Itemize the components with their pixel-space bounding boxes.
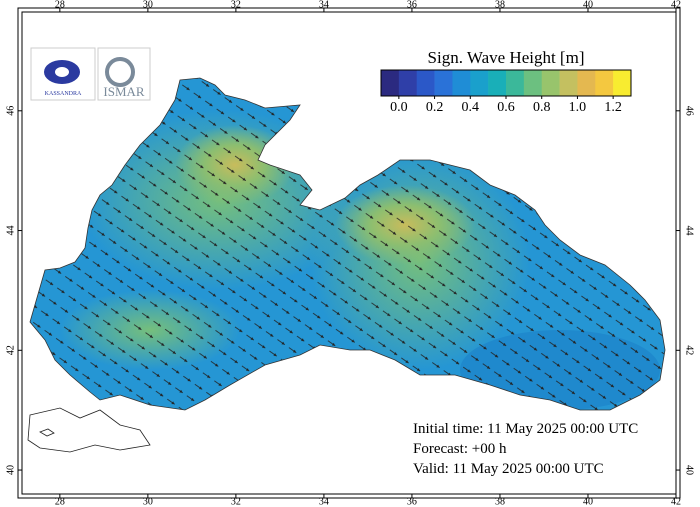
x-tick-label: 30 [143, 0, 153, 10]
frame-border [21, 11, 677, 495]
land-outline [27, 407, 151, 453]
y-tick-label: 46 [5, 106, 16, 116]
colorbar-swatch [434, 70, 453, 96]
x-tick-label: 40 [583, 496, 593, 507]
colorbar-swatch [506, 70, 525, 96]
colorbar-label: 0.8 [533, 100, 551, 115]
info-line: Forecast: +00 h [413, 441, 507, 457]
colorbar: 0.0 0.2 0.4 0.6 0.8 1.0 1.2 [380, 69, 632, 115]
colorbar-swatch [595, 70, 614, 96]
colorbar-label: 1.0 [569, 100, 587, 115]
y-tick-label: 40 [5, 465, 16, 475]
x-tick-label: 36 [407, 496, 417, 507]
colorbar-swatch [577, 70, 596, 96]
x-tick-label: 28 [55, 496, 65, 507]
frame: 28 28 30 30 32 32 34 34 36 36 38 38 40 40 42 42 40 40 42 42… [5, 0, 694, 507]
colorbar-swatch [381, 70, 400, 96]
x-tick-label: 40 [583, 0, 593, 10]
logos: KASSANDRA ISMAR [30, 47, 151, 101]
y-tick-label: 46 [684, 106, 695, 116]
colorbar-label: 0.6 [497, 100, 515, 115]
x-tick-label: 32 [231, 496, 241, 507]
colorbar-swatch [559, 70, 578, 96]
y-tick-label: 44 [5, 226, 16, 236]
colorbar-title: Sign. Wave Height [m] [428, 48, 585, 67]
colorbar-label: 0.4 [462, 100, 480, 115]
info: Initial time: 11 May 2025 00:00 UTC Fore… [413, 421, 638, 477]
colorbar-swatch [416, 70, 435, 96]
x-tick-label: 38 [495, 0, 505, 10]
info-line: Initial time: 11 May 2025 00:00 UTC [413, 421, 638, 437]
logo-icon [55, 67, 69, 77]
x-tick-label: 38 [495, 496, 505, 507]
x-tick-label: 32 [231, 0, 241, 10]
colorbar-label: 0.2 [426, 100, 444, 115]
y-tick-label: 42 [5, 345, 16, 355]
x-tick-label: 42 [671, 496, 681, 507]
colorbar-label: 0.0 [390, 100, 408, 115]
colorbar-swatch [452, 70, 471, 96]
y-tick-label: 42 [684, 345, 695, 355]
colorbar-swatch [488, 70, 507, 96]
x-tick-label: 34 [319, 0, 329, 10]
x-tick-label: 42 [671, 0, 681, 10]
info-line: Valid: 11 May 2025 00:00 UTC [413, 461, 604, 477]
x-tick-label: 28 [55, 0, 65, 10]
logo-text: ISMAR [103, 84, 145, 99]
colorbar-swatch [470, 70, 489, 96]
x-tick-label: 30 [143, 496, 153, 507]
logo-icon [105, 57, 135, 87]
colorbar-swatch [398, 70, 418, 96]
y-tick-label: 40 [684, 465, 695, 475]
frame-border [17, 7, 681, 499]
y-tick-label: 44 [684, 226, 695, 236]
colorbar-swatch [523, 70, 543, 96]
colorbar-swatch [541, 70, 560, 96]
x-tick-label: 34 [319, 496, 329, 507]
logo-text: KASSANDRA [45, 91, 82, 97]
colorbar-label: 1.2 [604, 100, 622, 115]
x-tick-label: 36 [407, 0, 417, 10]
colorbar-swatch [613, 70, 632, 96]
